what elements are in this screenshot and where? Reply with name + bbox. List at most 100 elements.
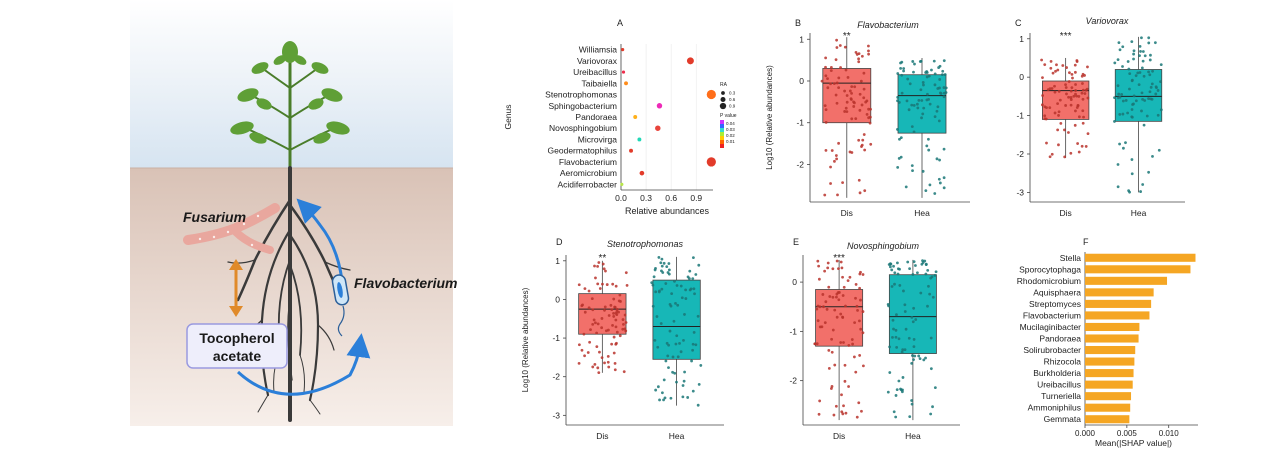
jitter-point: [843, 89, 846, 93]
jitter-point: [1124, 141, 1127, 145]
genus-tick-label: Flavobacterium: [559, 157, 617, 167]
jitter-point: [934, 270, 938, 274]
jitter-point: [929, 276, 933, 280]
jitter-point: [832, 413, 836, 417]
panel-letter: C: [1015, 18, 1022, 28]
jitter-point: [897, 157, 901, 160]
jitter-point: [820, 79, 824, 83]
jitter-point: [938, 181, 942, 185]
jitter-point: [668, 329, 672, 333]
jitter-point: [595, 331, 599, 335]
y-tick-label: -3: [1016, 187, 1024, 197]
jitter-point: [899, 136, 903, 139]
interaction-arrow-icon: [229, 259, 243, 317]
jitter-point: [844, 304, 847, 308]
jitter-point: [614, 284, 618, 288]
jitter-point: [583, 310, 587, 314]
jitter-point: [589, 328, 592, 331]
x-tick-label: Hea: [669, 431, 685, 441]
panel-title: Novosphingobium: [847, 241, 920, 251]
jitter-point: [910, 402, 914, 406]
jitter-point: [888, 265, 892, 269]
jitter-point: [654, 266, 657, 270]
jitter-point: [857, 138, 861, 142]
x-tick-label: 0.010: [1159, 429, 1180, 438]
jitter-point: [1141, 97, 1144, 101]
jitter-point: [858, 191, 862, 195]
jitter-point: [910, 125, 914, 129]
jitter-point: [857, 401, 861, 405]
jitter-point: [583, 287, 587, 291]
category-label: Aquisphaera: [1033, 287, 1081, 297]
jitter-point: [592, 318, 596, 322]
jitter-point: [1141, 50, 1145, 53]
jitter-point: [931, 405, 934, 409]
jitter-point: [1113, 96, 1116, 100]
jitter-point: [818, 399, 822, 403]
jitter-point: [910, 315, 914, 319]
fusarium-icon: [183, 203, 280, 254]
jitter-point: [1142, 74, 1146, 78]
jitter-point: [859, 327, 863, 331]
jitter-point: [1071, 76, 1074, 80]
jitter-point: [618, 334, 622, 338]
jitter-point: [691, 389, 695, 393]
jitter-point: [598, 350, 601, 354]
jitter-point: [840, 393, 843, 397]
jitter-point: [931, 295, 935, 299]
jitter-point: [1064, 83, 1067, 87]
category-label: Mucilaginibacter: [1020, 322, 1082, 332]
jitter-point: [919, 88, 923, 92]
jitter-point: [662, 261, 666, 265]
jitter-point: [673, 371, 677, 375]
jitter-point: [898, 267, 901, 271]
jitter-point: [854, 283, 858, 286]
jitter-point: [823, 321, 827, 325]
jitter-point: [1138, 71, 1142, 74]
jitter-point: [1069, 89, 1073, 93]
jitter-point: [692, 330, 696, 334]
jitter-point: [683, 370, 686, 374]
jitter-point: [924, 189, 928, 193]
jitter-point: [846, 76, 850, 79]
jitter-point: [1040, 103, 1044, 107]
jitter-point: [933, 115, 937, 119]
jitter-point: [900, 73, 904, 77]
jitter-point: [862, 96, 866, 100]
legend-color-label: 0.04: [726, 121, 735, 126]
legend-size-label: 0.6: [729, 97, 736, 102]
jitter-point: [861, 331, 865, 335]
jitter-point: [1063, 128, 1066, 132]
jitter-point: [835, 259, 839, 263]
jitter-point: [823, 104, 827, 108]
y-tick-label: -2: [1016, 149, 1024, 159]
jitter-point: [624, 271, 628, 275]
jitter-point: [843, 110, 847, 113]
jitter-point: [943, 73, 947, 76]
jitter-point: [859, 79, 863, 83]
bar: [1085, 403, 1131, 412]
jitter-point: [896, 99, 899, 103]
jitter-point: [826, 77, 829, 81]
jitter-point: [660, 391, 664, 395]
jitter-point: [927, 148, 931, 152]
jitter-point: [665, 265, 669, 269]
jitter-point: [831, 267, 835, 271]
jitter-point: [1138, 44, 1142, 48]
jitter-point: [913, 354, 917, 358]
jitter-point: [591, 365, 595, 369]
jitter-point: [1077, 95, 1081, 98]
jitter-point: [854, 370, 858, 374]
jitter-point: [1142, 123, 1146, 127]
genus-tick-label: Acidiferrobacter: [557, 179, 617, 189]
jitter-point: [659, 322, 663, 325]
jitter-point: [826, 266, 830, 270]
jitter-point: [675, 284, 679, 287]
jitter-point: [1074, 83, 1077, 86]
jitter-point: [823, 269, 827, 273]
jitter-point: [911, 60, 915, 63]
jitter-point: [815, 342, 819, 346]
data-point: [686, 57, 694, 65]
jitter-point: [577, 343, 581, 347]
